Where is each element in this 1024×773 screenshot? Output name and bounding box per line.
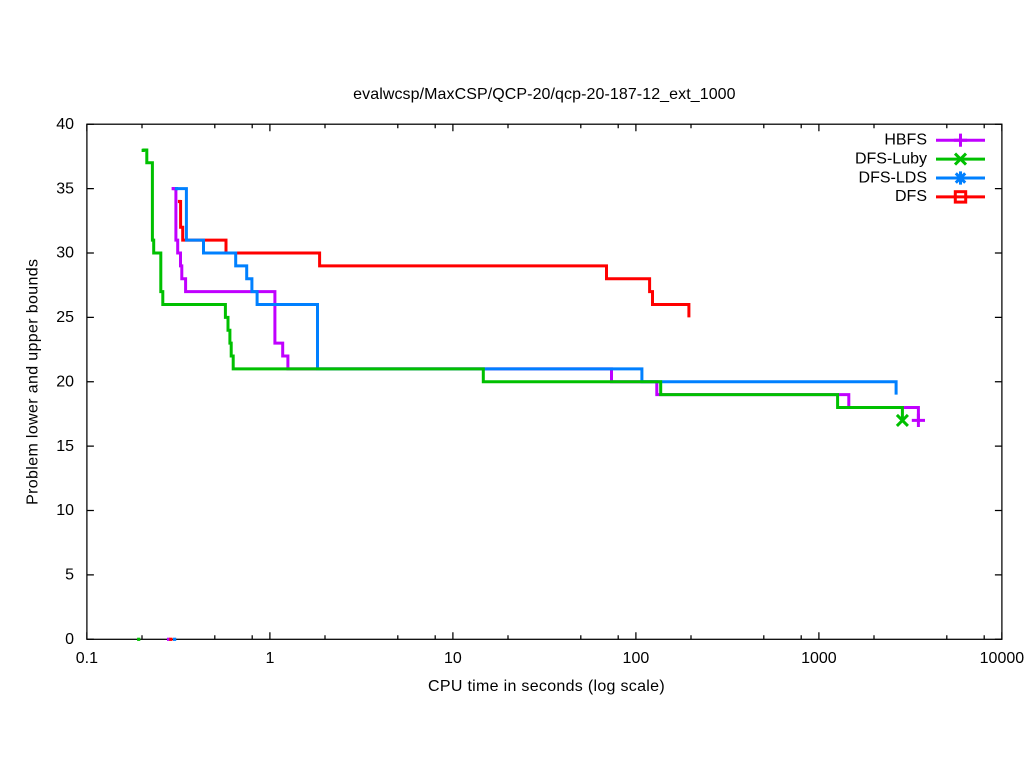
svg-text:20: 20 xyxy=(56,373,74,390)
svg-text:30: 30 xyxy=(56,245,74,262)
svg-text:15: 15 xyxy=(56,438,74,455)
svg-text:25: 25 xyxy=(56,309,74,326)
svg-text:DFS: DFS xyxy=(895,188,927,205)
svg-text:100: 100 xyxy=(623,650,650,667)
svg-text:HBFS: HBFS xyxy=(884,132,927,149)
svg-text:DFS-LDS: DFS-LDS xyxy=(859,169,927,186)
svg-text:10000: 10000 xyxy=(980,650,1024,667)
svg-text:0: 0 xyxy=(65,631,74,648)
svg-text:0.1: 0.1 xyxy=(76,650,98,667)
svg-text:Problem lower and upper bounds: Problem lower and upper bounds xyxy=(25,259,42,505)
svg-text:35: 35 xyxy=(56,180,74,197)
svg-text:1000: 1000 xyxy=(801,650,837,667)
svg-text:CPU time in seconds (log scale: CPU time in seconds (log scale) xyxy=(428,678,665,695)
svg-text:40: 40 xyxy=(56,116,74,133)
svg-text:10: 10 xyxy=(56,502,74,519)
svg-text:evalwcsp/MaxCSP/QCP-20/qcp-20-: evalwcsp/MaxCSP/QCP-20/qcp-20-187-12_ext… xyxy=(353,86,735,103)
svg-text:1: 1 xyxy=(265,650,274,667)
svg-text:10: 10 xyxy=(444,650,462,667)
svg-text:5: 5 xyxy=(65,567,74,584)
svg-text:DFS-Luby: DFS-Luby xyxy=(855,150,927,167)
